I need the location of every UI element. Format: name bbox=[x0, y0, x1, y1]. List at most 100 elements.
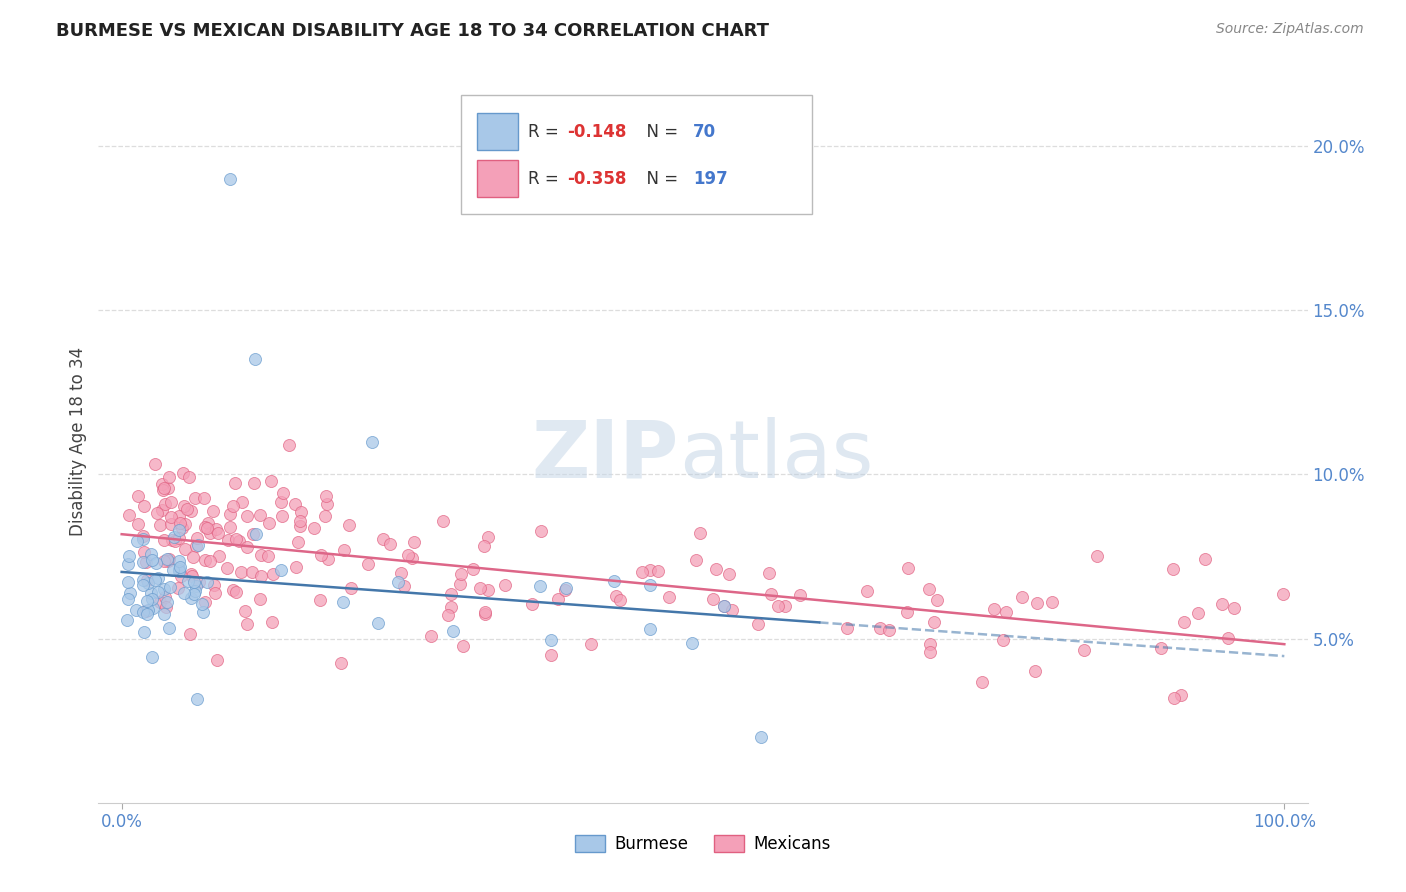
FancyBboxPatch shape bbox=[477, 112, 517, 151]
Point bbox=[167, 531, 190, 545]
Point bbox=[474, 606, 496, 620]
Point bbox=[1150, 640, 1173, 655]
Point bbox=[174, 516, 197, 531]
Point bbox=[225, 533, 247, 547]
Point bbox=[717, 566, 740, 581]
Point bbox=[983, 602, 1005, 616]
Point bbox=[229, 565, 252, 579]
Point bbox=[271, 485, 294, 500]
Point bbox=[156, 481, 179, 495]
Point bbox=[200, 525, 222, 540]
Point bbox=[163, 534, 186, 549]
Point bbox=[117, 592, 139, 607]
Text: ZIP: ZIP bbox=[531, 417, 679, 495]
Point bbox=[152, 481, 174, 495]
Point bbox=[163, 530, 186, 544]
Point bbox=[360, 434, 382, 449]
Point bbox=[155, 497, 177, 511]
Point bbox=[195, 521, 218, 535]
Point bbox=[1170, 688, 1192, 702]
Point bbox=[135, 555, 157, 569]
Point bbox=[117, 558, 139, 572]
Point bbox=[789, 588, 811, 602]
Point bbox=[394, 579, 416, 593]
Point bbox=[166, 581, 188, 595]
Legend: Burmese, Mexicans: Burmese, Mexicans bbox=[568, 828, 838, 860]
Point bbox=[150, 503, 173, 517]
Point bbox=[218, 508, 240, 522]
Point bbox=[156, 551, 179, 566]
Point bbox=[993, 633, 1015, 648]
Point bbox=[132, 544, 155, 558]
Point bbox=[132, 624, 155, 639]
Point bbox=[1085, 549, 1108, 563]
Point bbox=[309, 592, 332, 607]
Point bbox=[141, 650, 163, 665]
Point bbox=[897, 561, 920, 575]
Point bbox=[153, 533, 176, 547]
Point bbox=[1218, 631, 1240, 645]
Point bbox=[927, 592, 949, 607]
Point bbox=[638, 622, 661, 636]
Point bbox=[225, 585, 247, 599]
Point bbox=[131, 605, 153, 619]
Point bbox=[222, 582, 245, 597]
Point bbox=[869, 621, 891, 635]
Point bbox=[217, 561, 239, 575]
Point bbox=[773, 599, 796, 613]
Point bbox=[139, 547, 162, 561]
Point bbox=[288, 514, 311, 528]
Point bbox=[270, 563, 292, 577]
Point bbox=[204, 586, 226, 600]
Point bbox=[184, 584, 207, 599]
Point bbox=[260, 474, 283, 488]
Point bbox=[378, 537, 401, 551]
Point bbox=[402, 534, 425, 549]
Point bbox=[193, 491, 215, 506]
Point bbox=[195, 574, 218, 589]
Text: -0.148: -0.148 bbox=[568, 122, 627, 141]
Point bbox=[153, 553, 176, 567]
Point bbox=[1040, 595, 1063, 609]
Point bbox=[554, 582, 576, 597]
Point bbox=[194, 553, 217, 567]
Point bbox=[749, 730, 772, 744]
Point bbox=[1173, 615, 1195, 629]
Point bbox=[205, 522, 228, 536]
Point bbox=[603, 574, 626, 588]
Point bbox=[922, 615, 945, 629]
Point bbox=[205, 653, 228, 667]
Point bbox=[530, 524, 553, 538]
Point bbox=[387, 574, 409, 589]
Y-axis label: Disability Age 18 to 34: Disability Age 18 to 34 bbox=[69, 347, 87, 536]
Point bbox=[177, 574, 200, 588]
Point bbox=[396, 549, 419, 563]
Point bbox=[157, 554, 180, 568]
Point bbox=[143, 573, 166, 587]
Point bbox=[918, 636, 941, 650]
Point bbox=[118, 549, 141, 564]
Point bbox=[159, 621, 181, 635]
Point bbox=[117, 575, 139, 590]
Text: 70: 70 bbox=[693, 122, 717, 141]
Point bbox=[242, 476, 264, 491]
Point bbox=[181, 569, 204, 583]
Point bbox=[477, 530, 499, 544]
Point bbox=[153, 590, 176, 604]
Point bbox=[146, 585, 169, 599]
Point bbox=[181, 549, 204, 564]
Point bbox=[218, 171, 240, 186]
Point bbox=[134, 499, 156, 513]
Point bbox=[150, 477, 173, 491]
Point bbox=[555, 581, 578, 595]
Point bbox=[170, 521, 193, 535]
Point bbox=[283, 497, 305, 511]
Point bbox=[145, 556, 167, 570]
Point bbox=[231, 495, 253, 509]
Point bbox=[581, 637, 603, 651]
Point bbox=[193, 605, 215, 619]
Point bbox=[441, 624, 464, 638]
Point bbox=[689, 526, 711, 541]
Text: atlas: atlas bbox=[679, 417, 873, 495]
Point bbox=[249, 569, 271, 583]
